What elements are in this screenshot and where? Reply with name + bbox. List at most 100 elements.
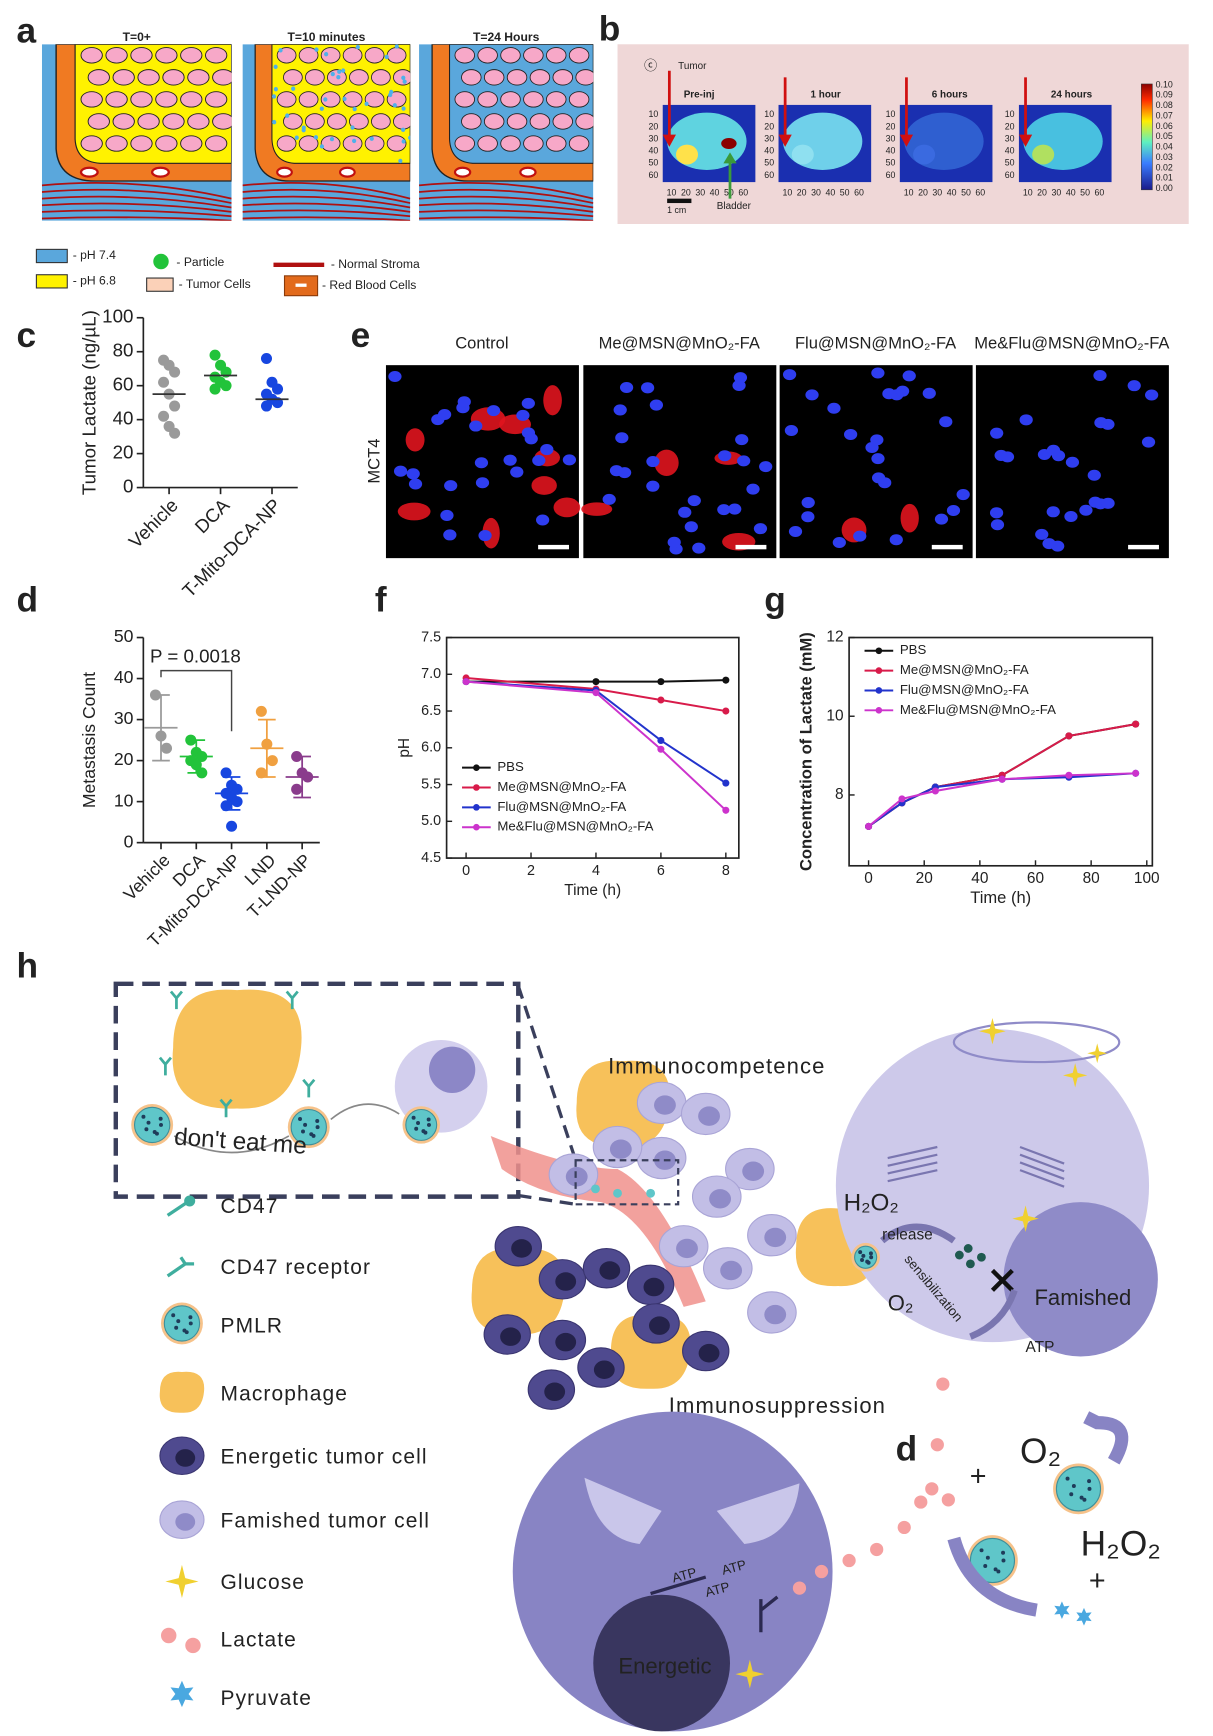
data-point [169,427,181,439]
sad-eye [1019,1161,1065,1181]
stroma [419,188,594,204]
bladder-label: Bladder [717,201,752,212]
data-point [657,678,665,686]
tumor-cell [80,135,103,152]
pmlr-small [591,1184,600,1194]
pmlr-dot [983,1563,988,1568]
axis-tick: 10 [886,109,896,119]
axis-tick: 40 [1066,187,1076,197]
nucleus [870,434,884,446]
tumor-cell [112,113,135,130]
y-tick-label: 6.0 [421,740,441,756]
nucleus [737,455,751,467]
particle [273,86,278,92]
tumor-nucleus [175,1513,196,1531]
released-drug [963,1244,973,1253]
nucleus [640,382,655,394]
arrow-head [662,134,676,147]
data-point [220,800,232,812]
nucleus [801,497,815,509]
x-tick-label: Vehicle [124,494,182,552]
nucleus [474,457,489,469]
tumor-nucleus [709,1189,731,1209]
release-label: release [882,1226,933,1243]
scale-bar [735,544,767,550]
particle [313,135,319,140]
pmlr-dot [158,1116,163,1121]
panel-label: e [351,316,371,355]
tumor-cell [546,91,567,108]
nucleus [889,534,903,546]
tumor-hotspot [675,144,699,165]
axis-tick: 40 [764,146,774,156]
nucleus [475,477,490,489]
particle [291,86,296,91]
data-point [1065,732,1073,740]
series-line [466,680,727,784]
axis-tick: 50 [840,187,850,197]
axis-tick: 30 [1052,187,1062,197]
tumor-cell [364,91,385,108]
nucleus [521,397,535,409]
nucleus [1141,436,1156,448]
axis-tick: 30 [932,187,942,197]
column-header: Control [455,334,508,353]
tumor-nucleus [593,1360,615,1380]
y-tick-label: 5.5 [421,776,441,792]
data-point [592,678,600,686]
pmlr-dot [188,1321,193,1326]
particle [350,125,355,130]
scale-bar [667,198,692,204]
energetic-label: Energetic [618,1653,711,1678]
pmlr-dot [152,1129,157,1134]
angry-eye [584,1477,662,1544]
nucleus [844,428,858,440]
legend-marker [473,804,480,811]
series-line [868,772,1136,828]
nucleus [478,530,492,542]
panel-a-title: T=24 Hours [473,30,540,44]
pmlr [133,1106,171,1144]
nucleus [733,372,748,384]
star [979,1017,1006,1045]
tumor-cell [477,47,498,64]
tumor-nucleus [175,1449,196,1467]
data-point [657,745,665,753]
pmlr-small [646,1188,656,1198]
mct4-signal [654,449,679,477]
particle [314,47,319,52]
tumor-cell [575,69,594,86]
nucleus [615,432,629,444]
tumor-cell [205,47,228,64]
data-point [998,775,1006,783]
legend-text: Macrophage [221,1383,348,1406]
tumor-cell [523,91,544,108]
data-point [657,736,665,744]
colorbar-label: 0.06 [1156,121,1173,131]
colorbar-label: 0.01 [1156,173,1173,183]
x-tick-label: 60 [1027,870,1044,887]
particle [271,94,277,99]
legend-label: Me@MSN@MnO₂-FA [497,779,626,794]
axis-tick: 20 [886,121,896,131]
nucleus [934,513,949,525]
tumor-cell [137,113,160,130]
legend-marker [875,667,883,674]
x-tick-label: 0 [864,870,873,887]
lactate [930,1438,944,1452]
h2o2-label: H₂O₂ [844,1190,899,1217]
particle [355,44,360,50]
x-tick-label: 40 [971,870,988,887]
tumor-cell [320,135,341,152]
particle [364,101,369,107]
pmlr-dot [1001,1550,1006,1555]
tumor-cell [205,91,228,108]
mct4-signal [543,385,562,416]
tumor-cell [327,113,347,130]
red-blood-cell [276,166,293,178]
tumor-cell [500,91,521,108]
mct4-signal [900,503,919,533]
data-point [220,380,232,392]
flow-arrow [880,1223,956,1244]
tumor-hotspot [913,144,936,165]
